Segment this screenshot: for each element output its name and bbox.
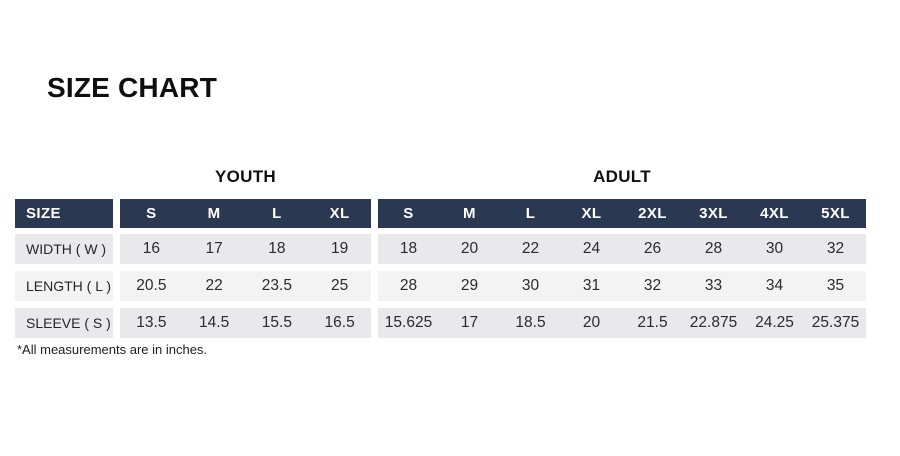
length-youth-l: 23.5 bbox=[245, 271, 309, 301]
width-adult-values: 18 20 22 24 26 28 30 32 bbox=[378, 234, 866, 264]
adult-col-header-s: S bbox=[378, 199, 439, 228]
length-adult-2xl: 32 bbox=[622, 271, 683, 301]
length-youth-xl: 25 bbox=[308, 271, 371, 301]
youth-col-header-s: S bbox=[120, 199, 183, 228]
length-adult-values: 28 29 30 31 32 33 34 35 bbox=[378, 271, 866, 301]
width-adult-m: 20 bbox=[439, 234, 500, 264]
youth-col-header-l: L bbox=[245, 199, 309, 228]
sleeve-adult-values: 15.625 17 18.5 20 21.5 22.875 24.25 25.3… bbox=[378, 308, 866, 338]
length-youth-values: 20.5 22 23.5 25 bbox=[120, 271, 371, 301]
width-adult-4xl: 30 bbox=[744, 234, 805, 264]
sleeve-adult-4xl: 24.25 bbox=[744, 308, 805, 338]
width-adult-3xl: 28 bbox=[683, 234, 744, 264]
length-adult-3xl: 33 bbox=[683, 271, 744, 301]
width-adult-5xl: 32 bbox=[805, 234, 866, 264]
width-adult-s: 18 bbox=[378, 234, 439, 264]
sleeve-youth-values: 13.5 14.5 15.5 16.5 bbox=[120, 308, 371, 338]
sleeve-adult-m: 17 bbox=[439, 308, 500, 338]
sleeve-adult-l: 18.5 bbox=[500, 308, 561, 338]
table-row-sleeve: SLEEVE ( S ) 13.5 14.5 15.5 16.5 15.625 … bbox=[15, 308, 866, 338]
sleeve-adult-2xl: 21.5 bbox=[622, 308, 683, 338]
length-adult-4xl: 34 bbox=[744, 271, 805, 301]
row-label-sleeve: SLEEVE ( S ) bbox=[15, 308, 113, 338]
width-youth-s: 16 bbox=[120, 234, 183, 264]
adult-header-group: S M L XL 2XL 3XL 4XL 5XL bbox=[378, 199, 866, 228]
length-youth-m: 22 bbox=[182, 271, 246, 301]
page-title: SIZE CHART bbox=[47, 72, 217, 103]
length-adult-xl: 31 bbox=[561, 271, 622, 301]
adult-col-header-2xl: 2XL bbox=[622, 199, 683, 228]
adult-col-header-xl: XL bbox=[561, 199, 622, 228]
sleeve-adult-xl: 20 bbox=[561, 308, 622, 338]
width-youth-m: 17 bbox=[182, 234, 246, 264]
length-adult-m: 29 bbox=[439, 271, 500, 301]
adult-col-header-5xl: 5XL bbox=[805, 199, 866, 228]
length-adult-s: 28 bbox=[378, 271, 439, 301]
sleeve-youth-s: 13.5 bbox=[120, 308, 183, 338]
corner-header-size: SIZE bbox=[15, 199, 113, 228]
size-table: SIZE S M L XL S M L XL 2XL 3XL 4XL 5XL W… bbox=[15, 199, 866, 345]
table-header-row: SIZE S M L XL S M L XL 2XL 3XL 4XL 5XL bbox=[15, 199, 866, 228]
measurements-footnote: *All measurements are in inches. bbox=[17, 342, 208, 357]
width-adult-2xl: 26 bbox=[622, 234, 683, 264]
sleeve-adult-5xl: 25.375 bbox=[805, 308, 866, 338]
width-youth-xl: 19 bbox=[308, 234, 371, 264]
row-label-width: WIDTH ( W ) bbox=[15, 234, 113, 264]
table-row-width: WIDTH ( W ) 16 17 18 19 18 20 22 24 26 2… bbox=[15, 234, 866, 264]
youth-col-header-xl: XL bbox=[308, 199, 371, 228]
width-youth-values: 16 17 18 19 bbox=[120, 234, 371, 264]
row-label-length: LENGTH ( L ) bbox=[15, 271, 113, 301]
youth-col-header-m: M bbox=[182, 199, 246, 228]
youth-group-label: YOUTH bbox=[215, 167, 276, 186]
column-group-labels: YOUTH ADULT bbox=[15, 167, 866, 187]
adult-group-label: ADULT bbox=[593, 167, 651, 186]
sleeve-adult-s: 15.625 bbox=[378, 308, 439, 338]
length-adult-l: 30 bbox=[500, 271, 561, 301]
length-youth-s: 20.5 bbox=[120, 271, 183, 301]
group-label-spacer bbox=[15, 167, 113, 187]
sleeve-youth-xl: 16.5 bbox=[308, 308, 371, 338]
adult-col-header-l: L bbox=[500, 199, 561, 228]
sleeve-youth-m: 14.5 bbox=[182, 308, 246, 338]
sleeve-adult-3xl: 22.875 bbox=[683, 308, 744, 338]
width-adult-l: 22 bbox=[500, 234, 561, 264]
adult-col-header-m: M bbox=[439, 199, 500, 228]
width-youth-l: 18 bbox=[245, 234, 309, 264]
adult-col-header-3xl: 3XL bbox=[683, 199, 744, 228]
table-row-length: LENGTH ( L ) 20.5 22 23.5 25 28 29 30 31… bbox=[15, 271, 866, 301]
length-adult-5xl: 35 bbox=[805, 271, 866, 301]
adult-col-header-4xl: 4XL bbox=[744, 199, 805, 228]
width-adult-xl: 24 bbox=[561, 234, 622, 264]
sleeve-youth-l: 15.5 bbox=[245, 308, 309, 338]
youth-header-group: S M L XL bbox=[120, 199, 371, 228]
